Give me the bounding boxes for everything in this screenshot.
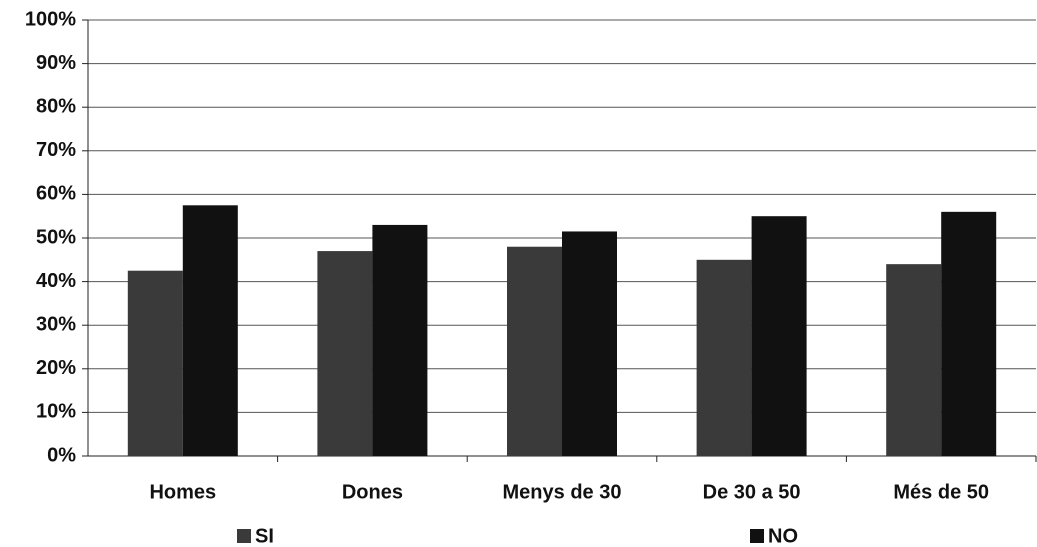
y-tick-label: 90%: [36, 52, 76, 74]
y-tick-label: 100%: [25, 8, 76, 30]
bar: [317, 251, 373, 456]
bar: [507, 246, 562, 456]
bar: [127, 270, 183, 456]
y-tick-label: 40%: [36, 270, 76, 292]
y-tick-label: 10%: [36, 401, 76, 423]
bar: [562, 231, 617, 456]
legend-swatch: [237, 529, 251, 543]
legend-label: SI: [255, 525, 274, 547]
bar: [941, 211, 997, 456]
x-tick-label: Homes: [149, 481, 216, 503]
y-tick-label: 0%: [47, 444, 76, 466]
legend-label: NO: [768, 525, 798, 547]
y-tick-label: 80%: [36, 95, 76, 117]
y-tick-label: 20%: [36, 357, 76, 379]
y-tick-label: 50%: [36, 226, 76, 248]
bar: [886, 264, 942, 456]
x-tick-label: Dones: [342, 481, 403, 503]
bar: [372, 224, 428, 456]
x-tick-label: De 30 a 50: [703, 481, 801, 503]
bar: [751, 216, 807, 456]
bar: [182, 205, 238, 456]
y-tick-label: 60%: [36, 183, 76, 205]
legend-swatch: [750, 529, 764, 543]
bar: [696, 259, 752, 456]
x-tick-label: Més de 50: [893, 481, 989, 503]
y-tick-label: 70%: [36, 139, 76, 161]
y-tick-label: 30%: [36, 313, 76, 335]
x-tick-label: Menys de 30: [503, 481, 622, 503]
